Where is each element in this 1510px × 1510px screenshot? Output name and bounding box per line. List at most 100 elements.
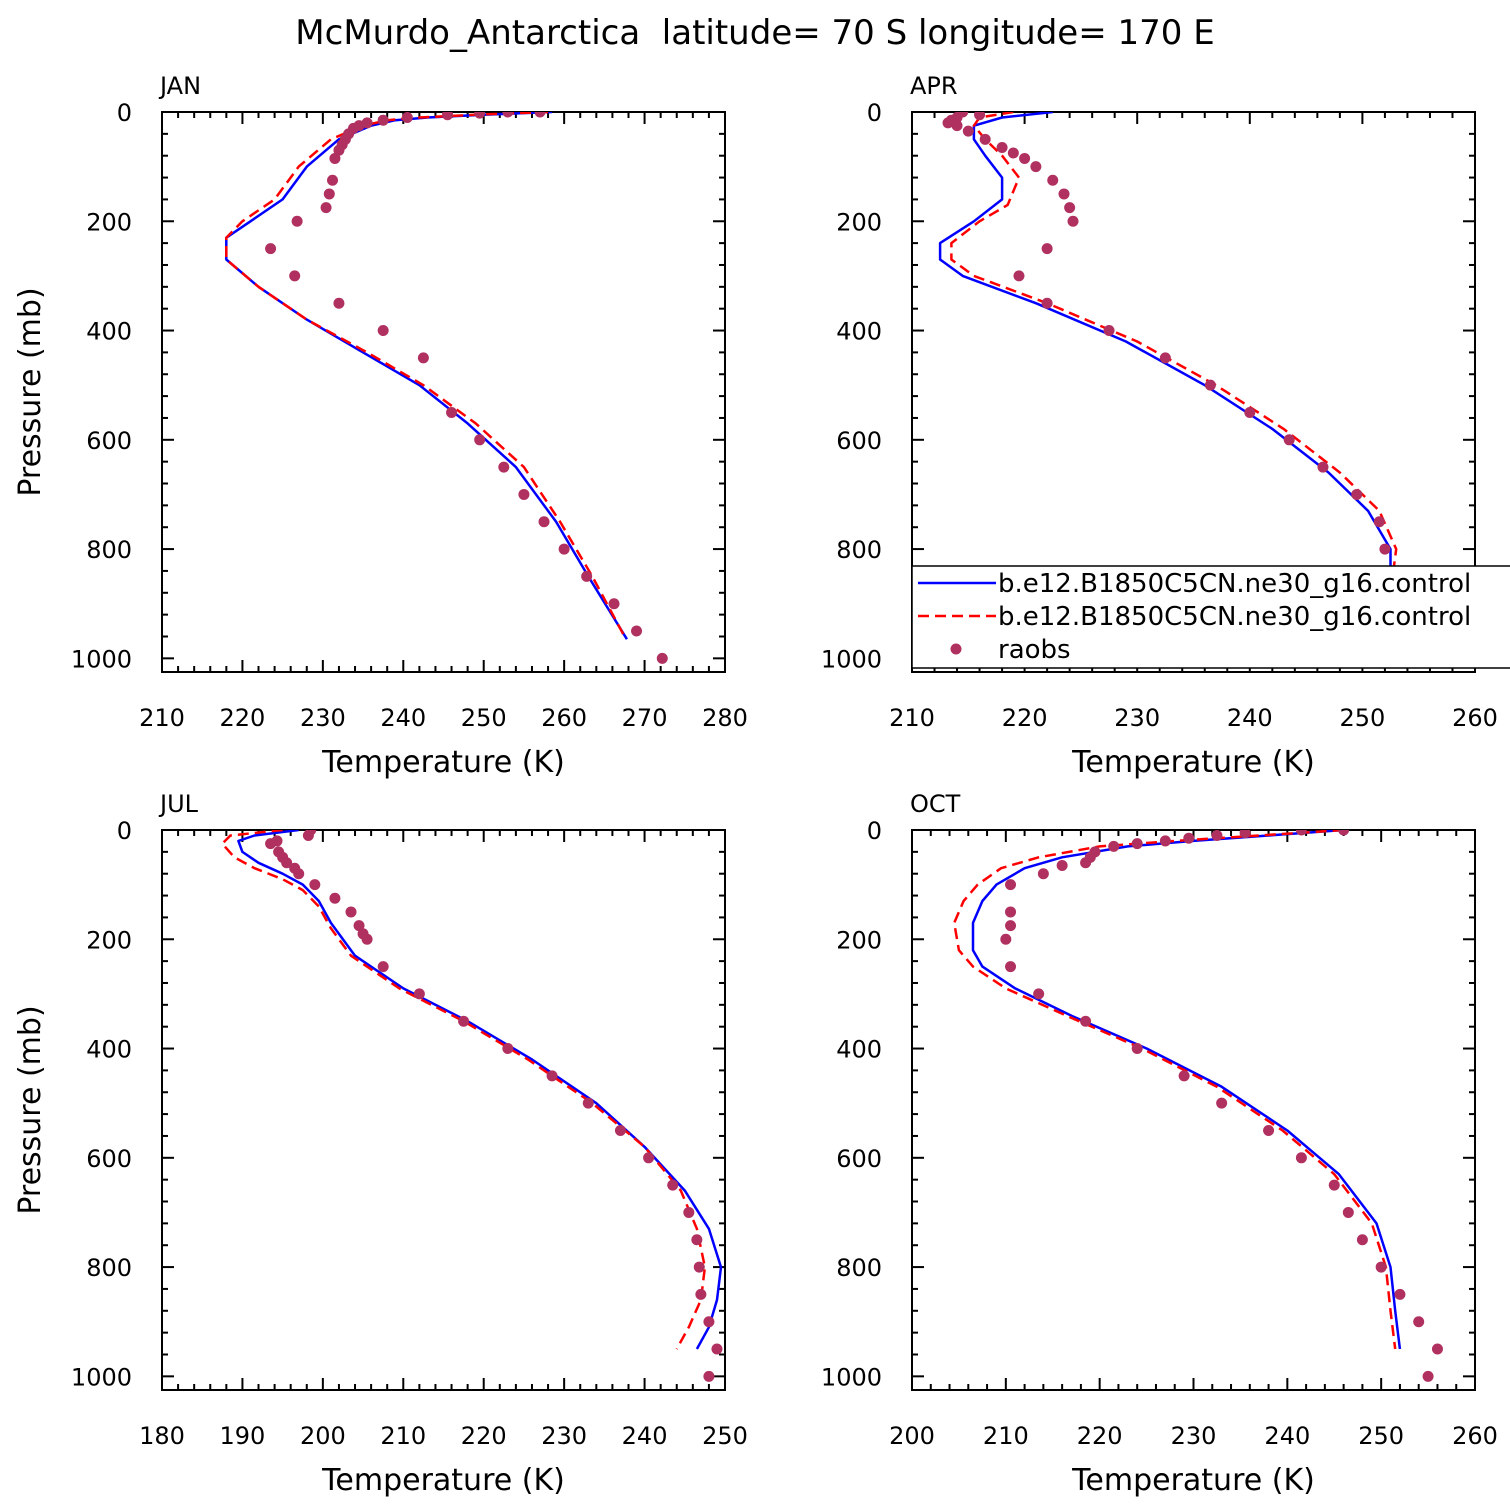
y-axis-label: Pressure (mb) <box>13 1005 48 1214</box>
raobs-point <box>1131 838 1143 850</box>
raobs-point <box>474 434 486 446</box>
model-line-solid <box>971 830 1402 1350</box>
raobs-point <box>1080 857 1092 869</box>
raobs-point <box>1342 1206 1354 1218</box>
y-tick-label: 200 <box>86 926 132 954</box>
y-tick-label: 400 <box>836 1036 882 1064</box>
y-tick-label: 800 <box>836 536 882 564</box>
raobs-point <box>979 133 991 145</box>
raobs-point <box>582 1097 594 1109</box>
raobs-point <box>1211 830 1223 841</box>
legend-label: raobs <box>998 635 1071 665</box>
raobs-point <box>1239 830 1251 839</box>
x-tick-label: 230 <box>1171 1422 1217 1450</box>
y-tick-label: 200 <box>86 208 132 236</box>
raobs-point <box>291 215 303 227</box>
raobs-point <box>401 112 413 123</box>
plot-frame <box>911 829 1476 1391</box>
raobs-point <box>1356 1234 1368 1246</box>
raobs-point <box>1005 906 1017 918</box>
raobs-point <box>518 488 530 500</box>
raobs-point <box>1283 434 1295 446</box>
raobs-point <box>377 114 389 126</box>
raobs-point <box>1056 860 1068 872</box>
raobs-point <box>614 1124 626 1136</box>
y-tick-label: 400 <box>836 318 882 346</box>
raobs-point <box>695 1288 707 1300</box>
raobs-point <box>643 1152 655 1164</box>
x-tick-label: 260 <box>1452 704 1498 732</box>
model-line-dashed <box>225 112 626 638</box>
raobs-point <box>1183 832 1195 844</box>
x-tick-label: 230 <box>300 704 346 732</box>
raobs-point <box>1178 1070 1190 1082</box>
raobs-point <box>442 112 454 121</box>
raobs-point <box>703 1370 715 1382</box>
raobs-point <box>1413 1316 1425 1328</box>
plot-frame <box>161 111 726 673</box>
plot-area <box>938 112 1439 664</box>
raobs-point <box>962 125 974 137</box>
raobs-point <box>1422 1370 1434 1382</box>
raobs-point <box>608 598 620 610</box>
x-tick-label: 270 <box>622 704 668 732</box>
raobs-point <box>951 120 963 132</box>
legend-box <box>911 565 1510 669</box>
x-tick-label: 250 <box>461 704 507 732</box>
x-tick-label: 220 <box>1077 1422 1123 1450</box>
raobs-point <box>711 1343 723 1355</box>
panel-apr: 210 220 230 240 250 260 0 200 400 600 800 1000 APR Te… <box>821 72 1498 780</box>
raobs-point <box>581 570 593 582</box>
panel-title: OCT <box>910 790 961 818</box>
raobs-point <box>1295 830 1307 836</box>
raobs-point <box>1216 1097 1228 1109</box>
panel-jul: 180 190 200 210 220 230 240 250 0 200 400 600 800 100… <box>13 790 748 1498</box>
model-line-dashed <box>221 830 707 1350</box>
x-tick-label: 260 <box>1452 1422 1498 1450</box>
raobs-point <box>1013 270 1025 282</box>
raobs-point <box>413 988 425 1000</box>
raobs-point <box>1379 543 1391 555</box>
y-tick-label: 800 <box>86 536 132 564</box>
raobs-point <box>1007 147 1019 159</box>
raobs-point <box>534 112 546 118</box>
raobs-point <box>683 1206 695 1218</box>
x-tick-label: 250 <box>1339 704 1385 732</box>
raobs-point <box>942 117 954 129</box>
x-tick-label: 240 <box>1227 704 1273 732</box>
y-tick-label: 200 <box>836 208 882 236</box>
y-tick-label: 1000 <box>821 1363 882 1391</box>
raobs-point <box>327 174 339 186</box>
raobs-point <box>1159 352 1171 364</box>
raobs-point <box>691 1234 703 1246</box>
raobs-point <box>361 933 373 945</box>
raobs-point <box>1204 379 1216 391</box>
raobs-point <box>309 879 321 891</box>
panel-jan: 210 220 230 240 250 260 270 280 0 200 400 600 800 100… <box>13 72 748 780</box>
panel-title: APR <box>910 72 958 100</box>
raobs-point <box>1431 1343 1443 1355</box>
plot-area <box>225 112 668 664</box>
legend-label: b.e12.B1850C5CN.ne30_g16.control <box>998 602 1471 632</box>
raobs-point <box>345 906 357 918</box>
model-line-dashed <box>952 830 1397 1350</box>
y-tick-label: 800 <box>86 1254 132 1282</box>
raobs-point <box>417 352 429 364</box>
raobs-point <box>323 188 335 200</box>
x-tick-label: 240 <box>622 1422 668 1450</box>
model-line-solid <box>938 112 1392 638</box>
y-tick-label: 600 <box>86 427 132 455</box>
raobs-point <box>474 112 486 119</box>
raobs-point <box>1295 1152 1307 1164</box>
raobs-point <box>1103 325 1115 337</box>
raobs-point <box>1000 933 1012 945</box>
y-tick-label: 0 <box>117 99 132 127</box>
raobs-point <box>546 1070 558 1082</box>
raobs-point <box>1019 152 1031 164</box>
raobs-point <box>1067 215 1079 227</box>
raobs-point <box>265 838 277 850</box>
x-tick-label: 230 <box>541 1422 587 1450</box>
raobs-point <box>1159 835 1171 847</box>
raobs-point <box>974 112 986 121</box>
